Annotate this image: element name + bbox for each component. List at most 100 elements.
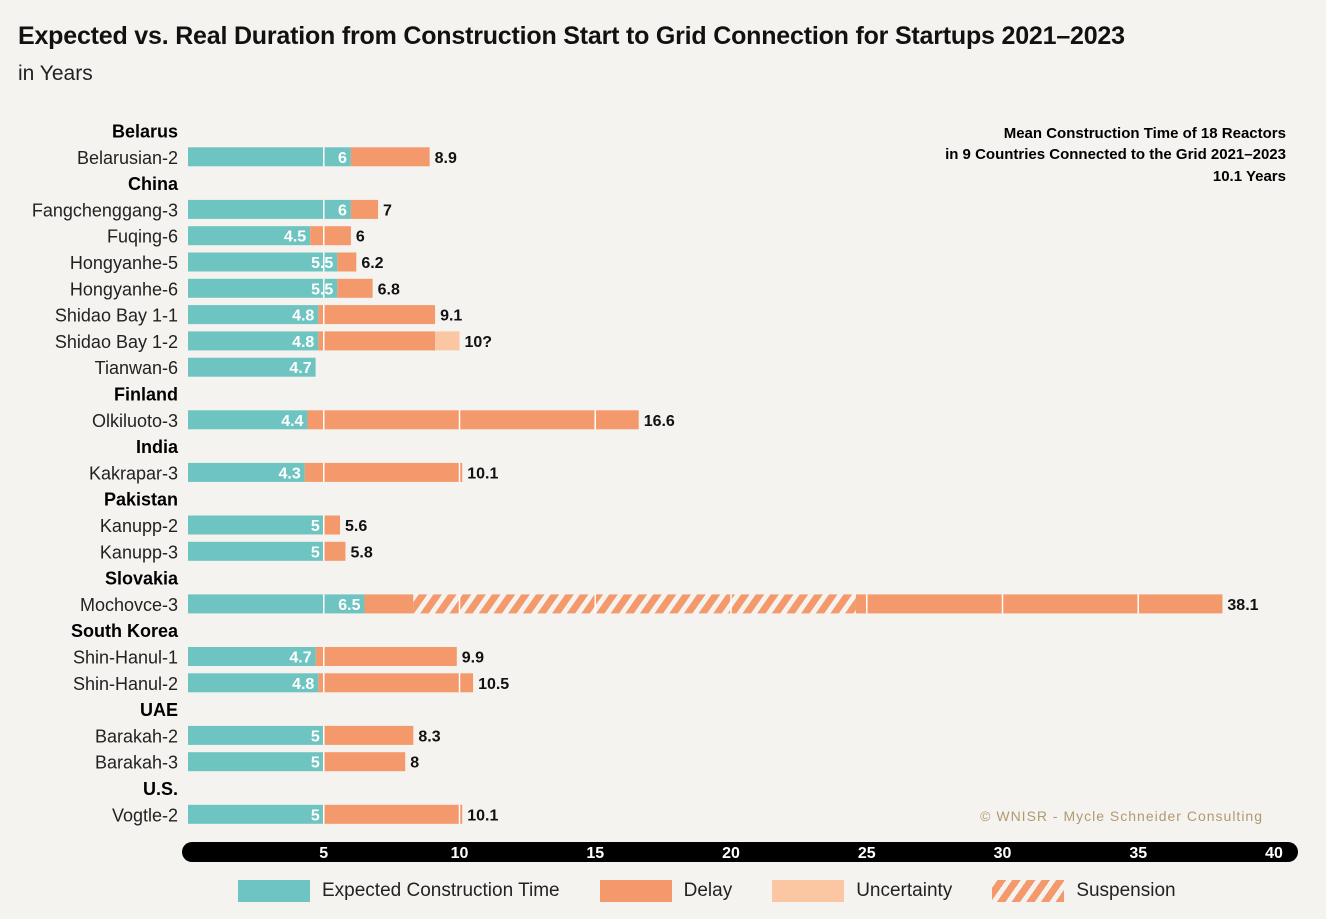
- bar-delay: [364, 594, 414, 614]
- total-value-label: 10.5: [478, 676, 509, 693]
- country-label: China: [128, 174, 179, 194]
- bar-delay: [315, 647, 457, 666]
- bar-expected: [188, 252, 338, 272]
- bar-expected: [188, 541, 324, 561]
- country-label: U.S.: [143, 779, 178, 799]
- x-tick-label: 30: [994, 845, 1012, 862]
- reactor-label: Kakrapar-3: [89, 463, 178, 483]
- bar-delay: [323, 725, 414, 745]
- legend-swatch-delay: [599, 880, 672, 902]
- country-label: India: [136, 437, 179, 457]
- reactor-label: Olkiluoto-3: [92, 411, 178, 431]
- reactor-label: Kanupp-3: [100, 542, 178, 562]
- bar-expected: [188, 462, 305, 482]
- total-value-label: 8: [410, 755, 419, 772]
- bar-delay: [323, 541, 346, 561]
- x-tick-label: 10: [451, 845, 469, 862]
- bar-expected: [188, 278, 338, 298]
- total-value-label: 10.1: [467, 465, 498, 482]
- total-value-label: 16.6: [644, 413, 675, 430]
- chart-title: Expected vs. Real Duration from Construc…: [18, 22, 1125, 50]
- expected-value-label: 5: [311, 807, 320, 824]
- bar-delay: [350, 199, 379, 219]
- reactor-label: Mochovce-3: [80, 595, 178, 615]
- x-tick-label: 15: [586, 845, 604, 862]
- expected-value-label: 4.8: [292, 334, 314, 351]
- total-value-label: 9.1: [440, 308, 462, 325]
- bar-delay: [323, 515, 341, 535]
- country-label: Pakistan: [104, 490, 178, 510]
- expected-value-label: 4.7: [289, 650, 311, 667]
- bar-expected: [188, 752, 324, 772]
- total-value-label: 7: [383, 202, 392, 219]
- bar-expected: [188, 199, 351, 219]
- bar-delay: [350, 147, 430, 167]
- bar-delay: [337, 252, 357, 272]
- bar-delay: [323, 752, 406, 772]
- reactor-label: Hongyanhe-5: [70, 253, 178, 273]
- bar-delay: [304, 462, 463, 482]
- annotation-line-2: in 9 Countries Connected to the Grid 202…: [945, 146, 1286, 163]
- reactor-label: Tianwan-6: [95, 358, 178, 378]
- bar-delay: [318, 331, 436, 351]
- x-tick-label: 5: [319, 845, 328, 862]
- expected-value-label: 5: [311, 755, 320, 772]
- expected-value-label: 4.3: [278, 465, 300, 482]
- expected-value-label: 5.5: [311, 281, 333, 298]
- legend-label-suspension: Suspension: [1076, 880, 1176, 901]
- bar-delay: [855, 594, 1223, 614]
- x-tick-label: 35: [1129, 845, 1147, 862]
- annotation-line-1: Mean Construction Time of 18 Reactors: [1004, 125, 1286, 142]
- legend-swatch-expected: [238, 880, 310, 902]
- total-value-label: 6.2: [361, 255, 383, 272]
- legend-label-expected: Expected Construction Time: [322, 880, 560, 901]
- credit-text: © WNISR - Mycle Schneider Consulting: [980, 808, 1263, 824]
- legend-swatch-uncertainty: [772, 880, 845, 902]
- country-label: Finland: [114, 385, 178, 405]
- expected-value-label: 6.5: [338, 597, 360, 614]
- expected-value-label: 5.5: [311, 255, 333, 272]
- bar-expected: [188, 147, 351, 167]
- reactor-label: Shidao Bay 1-1: [55, 306, 178, 326]
- reactor-label: Fuqing-6: [107, 227, 178, 247]
- x-axis-bar: [182, 842, 1298, 862]
- x-tick-label: 20: [722, 845, 740, 862]
- country-label: UAE: [140, 700, 178, 720]
- reactor-label: Barakah-3: [95, 753, 178, 773]
- bar-delay: [337, 278, 373, 298]
- reactor-label: Hongyanhe-6: [70, 279, 178, 299]
- total-value-label: 8.9: [435, 150, 457, 167]
- bar-expected: [188, 725, 324, 745]
- total-value-label: 8.3: [418, 728, 440, 745]
- bar-expected: [188, 305, 319, 325]
- reactor-label: Shin-Hanul-1: [73, 648, 178, 668]
- bar-delay: [307, 410, 639, 430]
- bar-expected: [188, 647, 316, 666]
- total-value-label: 38.1: [1227, 597, 1258, 614]
- bar-expected: [188, 331, 319, 351]
- total-value-label: 6: [356, 229, 365, 246]
- bar-expected: [188, 357, 316, 377]
- country-label: Slovakia: [105, 569, 179, 589]
- expected-value-label: 6: [338, 150, 347, 167]
- legend-item-uncertainty: Uncertainty: [772, 880, 952, 902]
- expected-value-label: 6: [338, 202, 347, 219]
- x-tick-label: 40: [1265, 845, 1283, 862]
- bar-expected: [188, 594, 365, 614]
- x-tick-label: 25: [858, 845, 876, 862]
- legend-item-suspension: Suspension: [992, 880, 1176, 902]
- total-value-label: 6.8: [378, 281, 400, 298]
- legend-item-expected: Expected Construction Time: [238, 880, 560, 902]
- expected-value-label: 4.8: [292, 676, 314, 693]
- bar-delay: [318, 305, 436, 325]
- expected-value-label: 5: [311, 544, 320, 561]
- reactor-label: Barakah-2: [95, 726, 178, 746]
- bar-expected: [188, 673, 319, 693]
- chart-subtitle: in Years: [18, 62, 93, 85]
- bar-delay: [310, 226, 351, 246]
- legend-swatch-suspension: [992, 880, 1065, 902]
- country-label: Belarus: [112, 122, 178, 142]
- bar-expected: [188, 804, 324, 824]
- bar-delay: [318, 673, 474, 693]
